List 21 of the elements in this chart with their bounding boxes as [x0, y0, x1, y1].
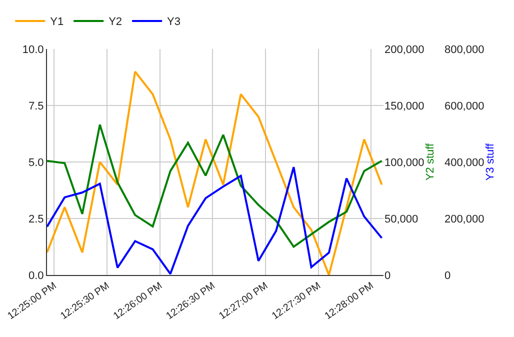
y-tick-label: 0.0: [28, 270, 44, 282]
y3-axis-title: Y3 stuff: [484, 142, 496, 181]
legend-label: Y1: [50, 16, 64, 28]
y3-tick-label: 0: [444, 270, 451, 282]
y2-axis-title: Y2 stuff: [424, 142, 436, 181]
legend-label: Y3: [167, 16, 181, 28]
y2-tick-label: 50,000: [384, 213, 418, 226]
y3-tick-label: 600,000: [444, 100, 484, 112]
y2-tick-label: 200,000: [384, 44, 424, 56]
y-tick-label: 5.0: [28, 156, 44, 169]
y2-tick-label: 0: [384, 270, 391, 282]
y3-tick-label: 400,000: [444, 156, 484, 169]
legend-label: Y2: [108, 16, 122, 28]
y2-tick-label: 150,000: [384, 100, 424, 112]
line-series: [47, 124, 383, 248]
y-tick-label: 10.0: [22, 44, 44, 56]
y2-tick-label: 100,000: [384, 156, 424, 169]
y-tick-label: 2.5: [28, 213, 44, 226]
y3-tick-label: 200,000: [444, 213, 484, 226]
y3-tick-label: 800,000: [444, 44, 484, 56]
y-tick-label: 7.5: [28, 100, 44, 112]
